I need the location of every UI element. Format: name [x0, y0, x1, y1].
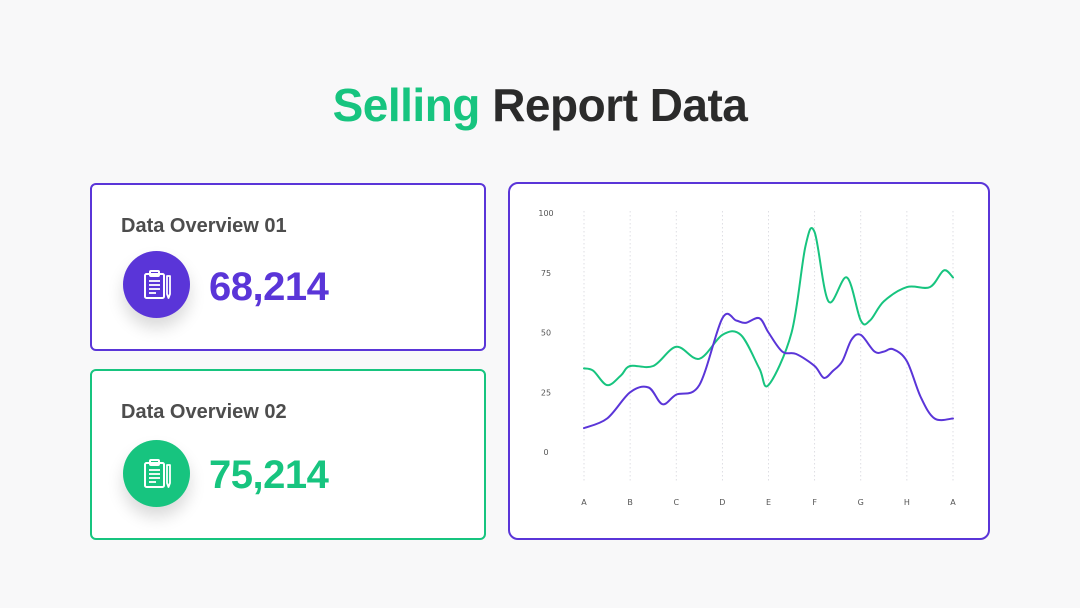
x-tick-label: B	[627, 498, 633, 507]
y-tick-label: 50	[541, 329, 551, 338]
x-tick-label: D	[719, 498, 725, 507]
title-rest: Report Data	[492, 79, 748, 131]
card-value: 75,214	[209, 453, 329, 497]
x-tick-label: A	[950, 498, 956, 507]
card-title: Data Overview 01	[121, 215, 287, 237]
series-line-2	[583, 312, 954, 430]
card-title: Data Overview 02	[121, 401, 287, 423]
x-tick-label: H	[904, 498, 910, 507]
data-overview-card-2: Data Overview 02 75,214	[90, 369, 486, 540]
y-tick-label: 0	[543, 448, 548, 457]
page-title: Selling Report Data	[0, 78, 1080, 132]
x-tick-label: C	[673, 498, 679, 507]
x-tick-label: F	[812, 498, 817, 507]
title-accent: Selling	[332, 79, 481, 131]
y-tick-label: 100	[538, 209, 553, 218]
x-tick-label: A	[581, 498, 587, 507]
x-tick-label: E	[766, 498, 771, 507]
y-tick-label: 75	[541, 269, 551, 278]
line-chart: 0 25 50 75 100 A B C D E F G H A	[538, 209, 956, 507]
y-tick-label: 25	[541, 388, 551, 397]
data-overview-card-1: Data Overview 01 68,214	[90, 183, 486, 351]
clipboard-icon	[123, 440, 190, 507]
x-tick-label: G	[858, 498, 864, 507]
card-value: 68,214	[209, 265, 329, 309]
clipboard-icon	[123, 251, 190, 318]
line-chart-card: 0 25 50 75 100 A B C D E F G H A	[508, 182, 990, 540]
